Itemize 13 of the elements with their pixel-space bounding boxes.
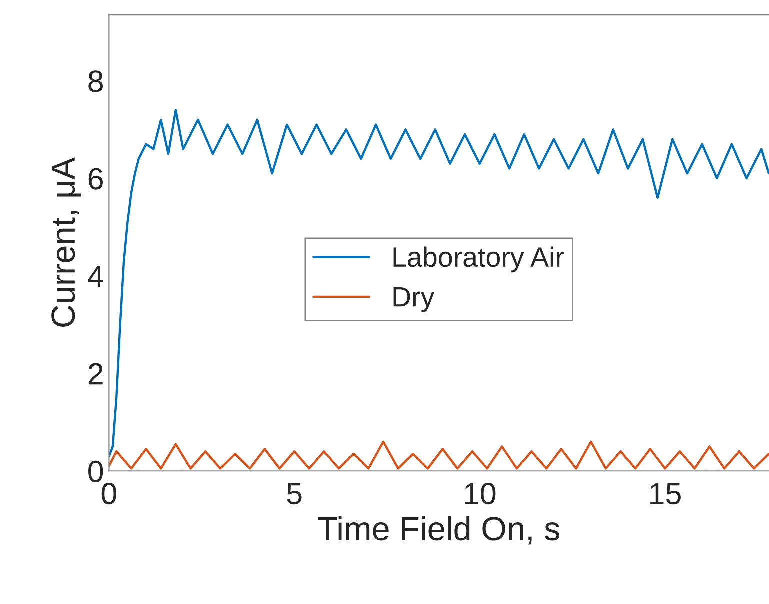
y-tick-label: 4 [88, 266, 104, 288]
x-axis-title: Time Field On, s [318, 516, 560, 545]
line-series [109, 109, 769, 458]
legend-label: Dry [394, 288, 435, 312]
x-tick-label: 5 [287, 483, 302, 505]
y-tick-label: 0 [88, 460, 104, 482]
y-tick-label: 8 [88, 70, 104, 92]
x-tick-label: 15 [650, 483, 681, 505]
y-tick-label: 2 [88, 363, 103, 385]
y-tick-label: 6 [88, 168, 103, 190]
x-tick-label: 10 [465, 483, 496, 505]
y-axis-title: Current, μA [52, 158, 82, 327]
legend-label: Laboratory Air [394, 246, 564, 273]
